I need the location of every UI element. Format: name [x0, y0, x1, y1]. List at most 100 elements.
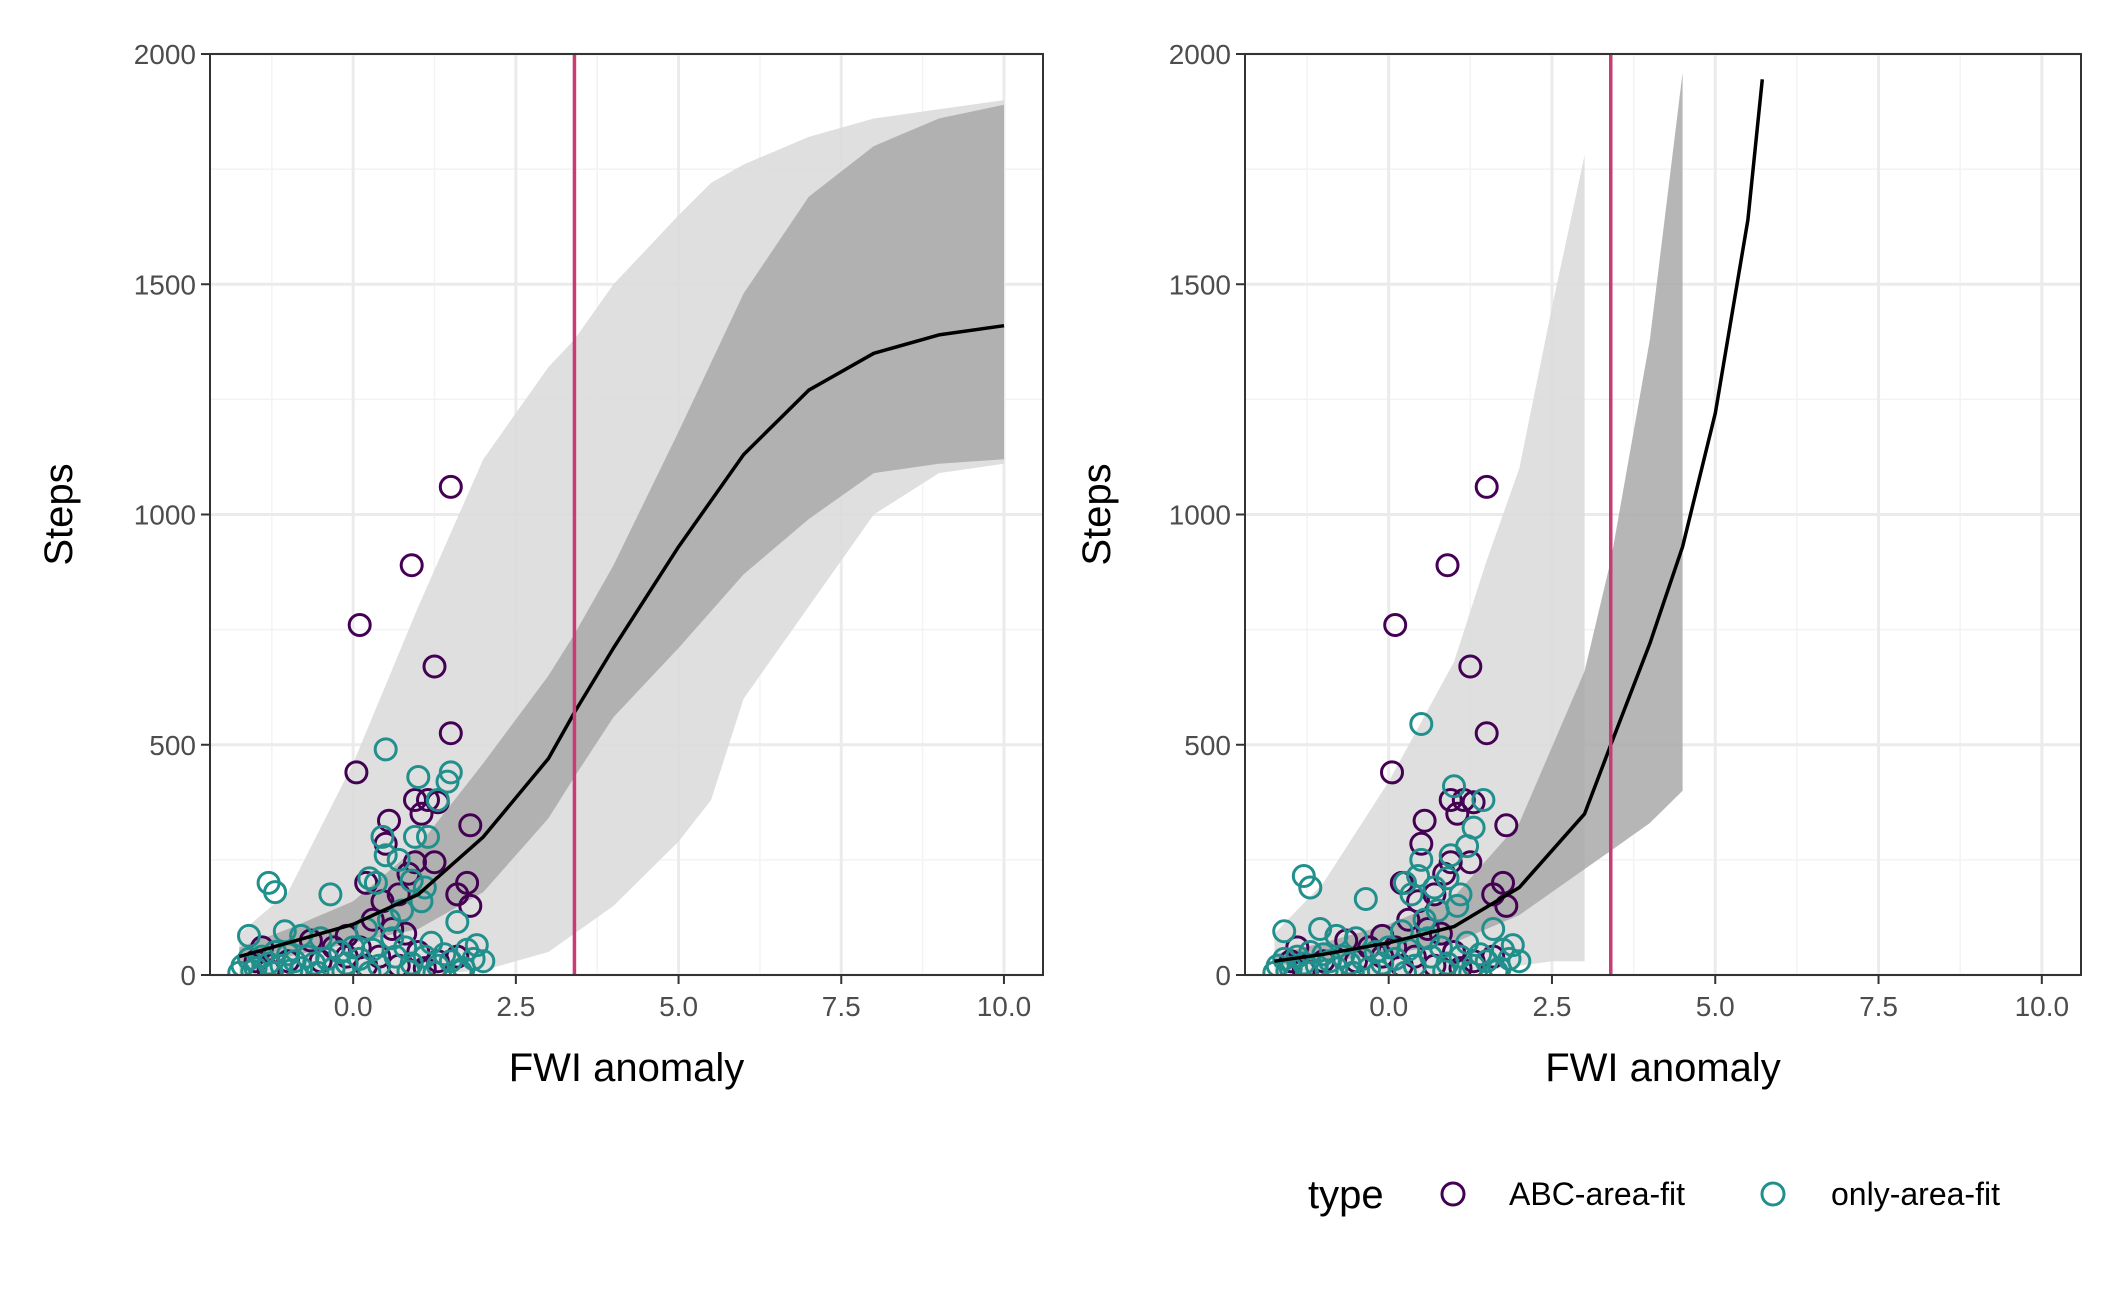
point-only-area-fit	[1324, 956, 1349, 975]
point-only-area-fit	[357, 960, 382, 975]
x-tick-label: 7.5	[1859, 991, 1898, 1022]
x-axis-title: FWI anomaly	[1545, 1046, 1781, 1090]
point-abc-area-fit	[399, 553, 424, 578]
point-only-area-fit	[1438, 843, 1463, 868]
y-tick-label: 1500	[1169, 269, 1231, 300]
fit-line	[238, 323, 1005, 959]
point-only-area-fit	[386, 847, 411, 872]
point-only-area-fit	[373, 843, 398, 868]
point-only-area-fit	[435, 769, 460, 794]
x-tick-label: 10.0	[2015, 991, 2070, 1022]
y-tick-label: 1500	[134, 269, 196, 300]
point-only-area-fit	[383, 944, 408, 969]
point-only-area-fit	[422, 960, 447, 975]
point-only-area-fit	[1291, 864, 1316, 888]
point-only-area-fit	[1435, 866, 1460, 891]
point-only-area-fit	[464, 933, 489, 958]
left-panel: 0 500 1000 1500 2000 0.0 2.5 5.0 7.5 10.0 FWI anom…	[37, 39, 1044, 1090]
y-tick-label: 1000	[134, 500, 196, 531]
point-abc-area-fit	[344, 760, 369, 785]
point-abc-area-fit	[1422, 882, 1447, 907]
point-only-area-fit	[396, 959, 421, 975]
point-abc-area-fit	[1409, 831, 1434, 856]
y-tick-label: 1000	[1169, 500, 1231, 531]
point-only-area-fit	[305, 960, 330, 975]
point-only-area-fit	[416, 824, 440, 849]
legend-label-abc-area-fit: ABC-area-fit	[1509, 1176, 1685, 1212]
point-only-area-fit	[1448, 882, 1473, 907]
point-only-area-fit	[357, 866, 382, 891]
plot-area	[227, 54, 1005, 975]
legend: type ABC-area-fit only-area-fit	[1308, 1173, 2000, 1217]
point-abc-area-fit	[1445, 801, 1470, 826]
point-only-area-fit	[1272, 919, 1297, 944]
point-only-area-fit	[373, 737, 398, 762]
point-abc-area-fit	[422, 654, 447, 679]
point-abc-area-fit	[1412, 808, 1437, 833]
y-tick-label: 2000	[1169, 39, 1231, 70]
x-tick-label: 5.0	[659, 991, 698, 1022]
point-only-area-fit	[445, 910, 470, 934]
point-only-area-fit	[399, 868, 424, 893]
inner-uncertainty-band	[1274, 72, 1683, 966]
x-tick-label: 10.0	[977, 991, 1032, 1022]
point-abc-area-fit	[1448, 956, 1473, 975]
point-only-area-fit	[279, 958, 304, 975]
fit-line	[1274, 79, 1765, 963]
x-tick-label: 5.0	[1696, 991, 1735, 1022]
point-only-area-fit	[1393, 870, 1417, 895]
x-tick-label: 0.0	[334, 991, 373, 1022]
point-abc-area-fit	[1435, 553, 1460, 578]
point-abc-area-fit	[403, 788, 427, 812]
point-only-area-fit	[1366, 959, 1391, 975]
point-only-area-fit	[243, 956, 268, 975]
point-only-area-fit	[412, 875, 437, 900]
point-abc-area-fit	[1461, 790, 1486, 815]
point-only-area-fit	[1409, 712, 1434, 736]
y-tick-label: 0	[180, 960, 196, 991]
point-only-area-fit	[1393, 960, 1417, 975]
point-only-area-fit	[1409, 847, 1434, 872]
y-tick-label: 500	[1184, 730, 1231, 761]
point-abc-area-fit	[377, 808, 401, 833]
point-abc-area-fit	[1383, 613, 1408, 637]
inner-uncertainty-band	[239, 104, 1005, 964]
point-only-area-fit	[1262, 960, 1287, 975]
point-abc-area-fit	[1438, 788, 1463, 812]
x-tick-label: 7.5	[822, 991, 861, 1022]
x-axis-title: FWI anomaly	[509, 1046, 745, 1090]
point-abc-area-fit	[416, 788, 440, 812]
point-only-area-fit	[237, 923, 261, 948]
outer-uncertainty-band	[1274, 155, 1585, 975]
point-only-area-fit	[1445, 893, 1470, 918]
point-only-area-fit	[289, 956, 314, 975]
point-only-area-fit	[318, 882, 343, 907]
point-abc-area-fit	[1494, 813, 1519, 838]
point-only-area-fit	[1458, 960, 1483, 975]
y-axis-title: Steps	[1075, 463, 1119, 565]
point-only-area-fit	[263, 880, 288, 905]
plot-area	[1262, 54, 1765, 975]
y-axis-title: Steps	[37, 463, 81, 565]
point-abc-area-fit	[1491, 870, 1515, 895]
y-tick-label: 2000	[134, 39, 196, 70]
point-abc-area-fit	[412, 956, 437, 975]
point-only-area-fit	[1442, 774, 1466, 799]
point-only-area-fit	[227, 960, 252, 975]
point-only-area-fit	[1314, 958, 1339, 975]
point-abc-area-fit	[393, 921, 418, 946]
point-only-area-fit	[451, 956, 476, 975]
point-abc-area-fit	[438, 474, 463, 499]
x-tick-label: 2.5	[496, 991, 535, 1022]
point-abc-area-fit	[1396, 907, 1421, 932]
point-only-area-fit	[403, 824, 427, 849]
point-only-area-fit	[1399, 882, 1424, 907]
point-abc-area-fit	[1474, 474, 1499, 499]
point-abc-area-fit	[1458, 654, 1483, 679]
point-only-area-fit	[425, 788, 450, 812]
point-only-area-fit	[1484, 959, 1509, 975]
point-only-area-fit	[321, 956, 346, 975]
point-only-area-fit	[272, 919, 297, 944]
point-only-area-fit	[448, 959, 473, 975]
